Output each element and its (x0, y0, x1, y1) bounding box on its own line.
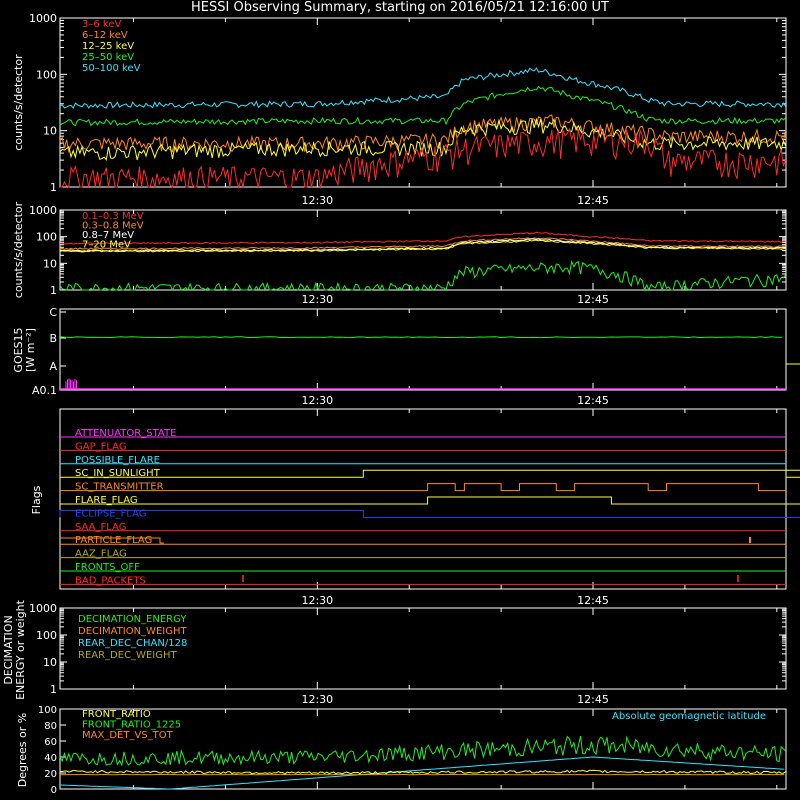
flags-xtick-label: 12:45 (577, 594, 609, 607)
goes-ylabel-units: [W m⁻²] (24, 328, 37, 372)
high-energy-panel-frame (59, 209, 787, 291)
flag-label: POSSIBLE_FLARE (75, 455, 160, 466)
flag-label: PARTICLE_FLAG (75, 535, 152, 546)
flag-label: ECLIPSE_FLAG (75, 508, 146, 519)
low-energy-legend-entry: 12–25 keV (82, 41, 134, 52)
ratios-series-line (60, 769, 786, 775)
goes-panel-frame (59, 308, 787, 391)
low-energy-legend-entry: 25–50 keV (82, 52, 134, 63)
ratios-ytick-label: 80 (44, 721, 57, 732)
high-energy-ytick-label: 100 (36, 231, 57, 244)
flags-panel-frame (59, 408, 787, 590)
high-energy-series-line (59, 239, 786, 253)
low-energy-ytick-label: 1 (50, 181, 57, 194)
decimation-ylabel: DECIMATION (2, 615, 15, 684)
goes-ytick-label: B (49, 332, 57, 345)
ratios-legend-entry: FRONT_RATIO (82, 709, 151, 720)
goes-ytick-label: A (49, 360, 57, 373)
high-energy-series-line (59, 238, 786, 252)
flag-label: FLARE_FLAG (75, 495, 138, 506)
high-energy-ytick-label: 1 (50, 284, 57, 297)
low-energy-series-line (59, 67, 787, 110)
ratios-panel-frame (59, 708, 787, 790)
goes-flux-line (59, 336, 783, 339)
flag-label: SC_TRANSMITTER (75, 482, 164, 493)
high-energy-ytick-label: 1000 (29, 204, 57, 217)
flags-xtick-label: 12:30 (301, 594, 333, 607)
flag-label: FRONTS_OFF (75, 562, 140, 573)
low-energy-legend-entry: 6–12 keV (82, 30, 128, 41)
flag-particle-step (60, 537, 164, 544)
high-energy-legend-entry: 0.3–0.8 MeV (82, 221, 144, 232)
low-energy-series-line (59, 85, 786, 127)
flag-line (60, 483, 786, 492)
decimation-ytick-label: 100 (36, 629, 57, 642)
decimation-xtick-label: 12:45 (577, 693, 609, 706)
low-energy-ylabel: counts/s/detector (12, 54, 25, 151)
low-energy-series-line (59, 114, 787, 154)
flag-line (59, 509, 800, 518)
goes-ytick-label: A0.1 (32, 384, 57, 397)
goes-xtick-label: 12:30 (301, 394, 333, 407)
low-energy-panel-frame (59, 17, 787, 188)
goes-ytick-label: C (49, 306, 57, 319)
figure-title: HESSI Observing Summary, starting on 201… (191, 0, 609, 15)
decimation-ylabel-2: ENERGY or weight (14, 599, 27, 699)
high-energy-xtick-label: 12:30 (301, 293, 333, 306)
high-energy-ytick-label: 10 (43, 257, 57, 270)
high-energy-legend-entry: 7–20 MeV (82, 240, 131, 251)
high-energy-xtick-label: 12:45 (577, 293, 609, 306)
ratios-ytick-label: 60 (44, 737, 57, 748)
decimation-xtick-label: 12:30 (301, 693, 333, 706)
decimation-legend-entry: DECIMATION_WEIGHT (78, 626, 187, 637)
high-energy-series-line (59, 259, 787, 292)
low-energy-legend-entry: 3–6 keV (82, 19, 121, 30)
ratios-series-line (59, 735, 786, 767)
decimation-legend-entry: REAR_DEC_WEIGHT (78, 650, 177, 661)
high-energy-series-line (59, 231, 786, 245)
ratios-ytick-label: 100 (38, 705, 57, 716)
decimation-ytick-label: 10 (43, 656, 57, 669)
flag-line (60, 469, 800, 478)
flag-label: SAA_FLAG (75, 522, 126, 533)
flag-label: GAP_FLAG (75, 441, 127, 452)
flag-label: SC_IN_SUNLIGHT (75, 468, 161, 479)
low-energy-ytick-label: 10 (43, 125, 57, 138)
flag-label: AAZ_FLAG (75, 549, 127, 560)
flag-label: BAD_PACKETS (75, 575, 146, 586)
ratios-ylabel: Degrees or % (16, 713, 29, 787)
low-energy-series-line (59, 117, 787, 161)
goes-xtick-label: 12:45 (577, 394, 609, 407)
decimation-panel-frame (59, 607, 787, 690)
low-energy-legend-entry: 50–100 keV (82, 63, 141, 74)
decimation-legend-entry: DECIMATION_ENERGY (78, 614, 187, 625)
ratios-ytick-label: 0 (51, 785, 57, 796)
decimation-ytick-label: 1000 (29, 602, 57, 615)
ratios-ytick-label: 20 (44, 769, 57, 780)
ratios-series-line (59, 756, 785, 790)
ratios-legend-entry: FRONT_RATIO_1225 (82, 720, 181, 731)
ratios-legend-entry: MAX_DET_VS_TOT (82, 730, 174, 741)
low-energy-ytick-label: 1000 (29, 12, 57, 25)
decimation-legend-entry: REAR_DEC_CHAN/128 (78, 638, 187, 649)
low-energy-xtick-label: 12:45 (577, 194, 609, 207)
high-energy-ylabel: counts/s/detector (12, 201, 25, 298)
high-energy-legend-entry: 0.1–0.3 MeV (82, 211, 144, 222)
ratios-annotation: Absolute geomagnetic latitude (612, 711, 766, 722)
flags-ylabel: Flags (30, 485, 43, 514)
low-energy-xtick-label: 12:30 (301, 194, 333, 207)
high-energy-series-line (59, 237, 786, 250)
ratios-ytick-label: 40 (44, 753, 57, 764)
flag-line (60, 496, 800, 505)
goes-ylabel: GOES15 (12, 327, 25, 372)
decimation-ytick-label: 1 (50, 683, 57, 696)
low-energy-series-line (60, 127, 787, 189)
flag-label: ATTENUATOR_STATE (75, 428, 176, 439)
low-energy-ytick-label: 100 (36, 68, 57, 81)
high-energy-legend-entry: 0.8–7 MeV (82, 230, 134, 241)
